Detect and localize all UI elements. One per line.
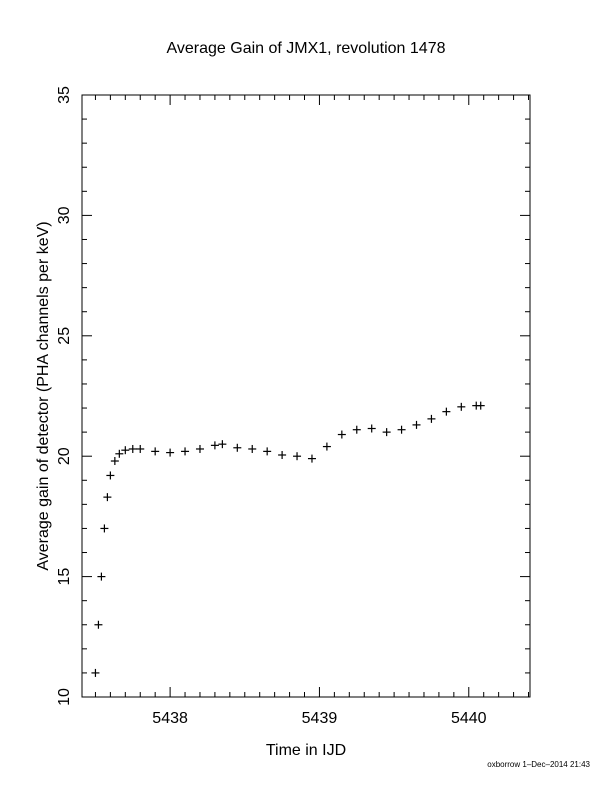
data-point — [136, 444, 145, 453]
data-point — [103, 493, 112, 502]
plot-frame — [81, 94, 531, 698]
data-point — [352, 425, 361, 434]
chart-title: Average Gain of JMX1, revolution 1478 — [167, 40, 446, 57]
data-point — [115, 449, 124, 458]
data-point — [218, 440, 227, 449]
x-tick-label: 5440 — [451, 710, 487, 727]
data-point — [233, 443, 242, 452]
data-point — [151, 447, 160, 456]
y-tick-label: 10 — [56, 688, 73, 706]
x-axis-label: Time in IJD — [266, 742, 346, 759]
data-point — [337, 430, 346, 439]
data-point — [367, 424, 376, 433]
data-point — [263, 447, 272, 456]
y-tick-label: 20 — [56, 447, 73, 465]
x-tick-label: 5439 — [302, 710, 338, 727]
y-tick-label: 15 — [56, 568, 73, 586]
data-point — [248, 444, 257, 453]
data-point — [442, 407, 451, 416]
x-tick-label: 5438 — [152, 710, 188, 727]
data-point — [293, 452, 302, 461]
y-tick-label: 30 — [56, 206, 73, 224]
data-point — [195, 444, 204, 453]
data-points — [91, 401, 485, 677]
data-point — [412, 420, 421, 429]
data-point — [94, 620, 103, 629]
data-point — [210, 441, 219, 450]
data-point — [91, 668, 100, 677]
axis-ticks — [82, 94, 530, 698]
y-axis-label: Average gain of detector (PHA channels p… — [35, 221, 52, 570]
y-tick-label: 35 — [56, 86, 73, 104]
y-tick-label: 25 — [56, 327, 73, 345]
data-point — [121, 446, 130, 455]
footer-credit: oxborrow 1–Dec–2014 21:43 — [487, 760, 590, 769]
data-point — [110, 457, 119, 466]
data-point — [181, 447, 190, 456]
data-point — [307, 454, 316, 463]
data-point — [397, 425, 406, 434]
data-point — [427, 414, 436, 423]
data-point — [457, 402, 466, 411]
data-point — [106, 471, 115, 480]
data-point — [382, 428, 391, 437]
data-point — [166, 448, 175, 457]
axis-tick-labels: 5438 5439 5440 10 15 20 25 30 35 — [56, 86, 487, 727]
data-point — [97, 572, 106, 581]
data-point — [128, 444, 137, 453]
data-point — [100, 524, 109, 533]
data-point — [476, 401, 485, 410]
data-point — [322, 442, 331, 451]
data-point — [278, 450, 287, 459]
